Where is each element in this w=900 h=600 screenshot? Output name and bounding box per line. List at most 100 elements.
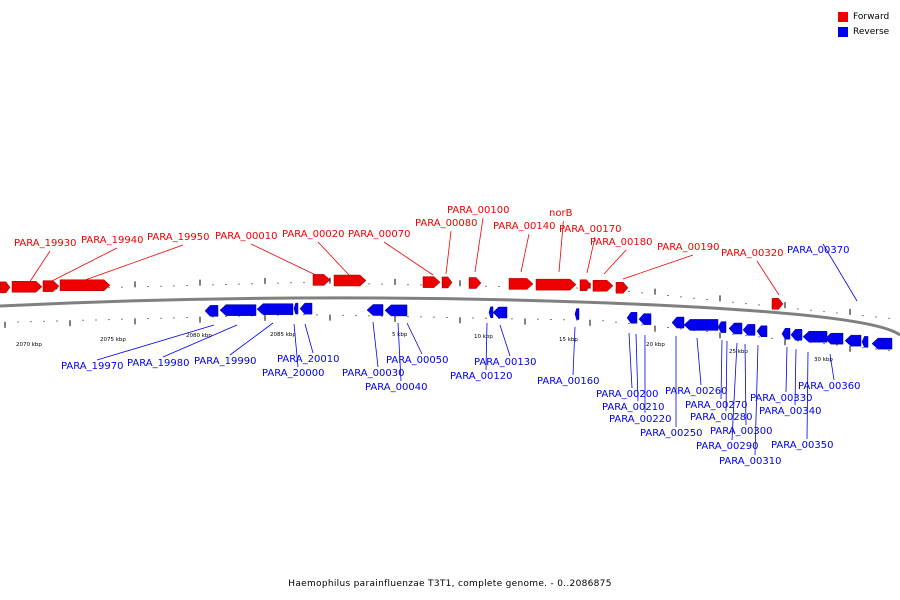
reverse-label-leader (229, 322, 274, 356)
forward-gene-label: norB (549, 208, 573, 219)
reverse-label-leader (794, 348, 797, 406)
reverse-label-leader (304, 323, 314, 354)
reverse-gene-arrow (256, 303, 294, 315)
reverse-gene-label: PARA_00280 (690, 412, 752, 423)
reverse-label-leader (806, 351, 809, 440)
reverse-label-leader (628, 332, 633, 389)
reverse-gene-arrow (492, 306, 508, 319)
reverse-label-leader (731, 342, 738, 441)
reverse-gene-label: PARA_00250 (640, 428, 702, 439)
map-caption: Haemophilus parainfluenzae T3T1, complet… (288, 579, 612, 589)
scale-label: 5 kbp (392, 332, 408, 338)
scale-label: 30 kbp (814, 357, 833, 363)
reverse-label-leader (785, 346, 788, 393)
reverse-gene-arrow (574, 308, 580, 320)
reverse-gene-label: PARA_00050 (386, 355, 448, 366)
scale-labels: 2070 kbp 2075 kbp 2080 kbp 2085 kbp 5 kbp 10 … (16, 332, 833, 363)
forward-gene-arrow (579, 279, 592, 291)
gene-labels: PARA_19930 PARA_19940 PARA_19950 PARA_00010… (14, 205, 860, 467)
reverse-gene-arrow (824, 332, 844, 345)
reverse-gene-arrow (299, 302, 313, 315)
forward-label-leader (383, 241, 434, 276)
legend-forward: Forward (838, 9, 889, 24)
forward-label-leader (445, 230, 452, 275)
reverse-gene-arrow (781, 327, 791, 340)
reverse-label-leader (293, 323, 299, 368)
reverse-gene-label: PARA_00220 (609, 414, 671, 425)
forward-label-leader (622, 254, 694, 280)
reverse-gene-label: PARA_00160 (537, 376, 599, 387)
forward-gene-arrow (0, 281, 11, 294)
reverse-gene-arrow (861, 336, 869, 348)
scale-label: 2085 kbp (270, 332, 296, 338)
tick-marks (4, 277, 890, 352)
genome-backbone (0, 296, 900, 337)
scale-label: 25 kbp (729, 349, 748, 355)
forward-gene-arrow (312, 274, 331, 286)
forward-gene-arrow (59, 279, 111, 291)
reverse-label-leader (744, 343, 747, 426)
reverse-label-leader (725, 340, 728, 412)
reverse-label-leader (162, 324, 238, 358)
reverse-gene-label: PARA_00370 (787, 245, 849, 256)
forward-label-leader (49, 247, 118, 283)
scale-label: 2075 kbp (100, 337, 126, 343)
forward-label-leader (26, 250, 51, 287)
reverse-gene-arrow (756, 325, 768, 337)
reverse-gene-arrow (683, 319, 719, 331)
reverse-label-leader (397, 322, 402, 382)
reverse-gene-label: PARA_00360 (798, 381, 860, 392)
reverse-gene-label: PARA_00040 (365, 382, 427, 393)
forward-label-leader (603, 249, 627, 275)
forward-label-leader (317, 241, 351, 277)
reverse-gene-arrow (204, 305, 219, 317)
reverse-gene-label: PARA_00340 (759, 406, 821, 417)
reverse-gene-label: PARA_00310 (719, 456, 781, 467)
forward-gene-arrow (592, 280, 614, 292)
forward-label-leader (520, 233, 530, 273)
forward-gene-label: PARA_19930 (14, 238, 76, 249)
scale-label: 2070 kbp (16, 342, 42, 348)
reverse-gene-arrow (790, 329, 803, 341)
scale-label: 15 kbp (559, 337, 578, 343)
reverse-gene-arrow (293, 302, 299, 315)
forward-gene-arrow (468, 277, 482, 289)
reverse-label-leader (372, 321, 379, 368)
reverse-label-leader (499, 324, 511, 357)
reverse-gene-label: PARA_19970 (61, 361, 123, 372)
forward-label-leader (474, 217, 484, 273)
reverse-gene-label: PARA_00260 (665, 386, 727, 397)
reverse-gene-label: PARA_19980 (127, 358, 189, 369)
reverse-gene-label: PARA_00350 (771, 440, 833, 451)
forward-label-leader (756, 260, 780, 296)
reverse-gene-label: PARA_00120 (450, 371, 512, 382)
reverse-gene-arrow (742, 324, 756, 336)
reverse-label-leader (572, 326, 576, 376)
forward-gene-arrow (441, 276, 453, 289)
reverse-gene-arrow (844, 334, 862, 347)
reverse-gene-label: PARA_00210 (602, 402, 664, 413)
forward-label-leader (250, 243, 323, 279)
reverse-gene-label: PARA_00030 (342, 368, 404, 379)
reverse-gene-arrow (488, 306, 494, 319)
reverse-label-leader (754, 344, 759, 456)
forward-gene-arrow (535, 278, 577, 291)
reverse-gene-label: PARA_00300 (710, 426, 772, 437)
forward-gene-arrow (11, 281, 43, 293)
forward-gene-label: PARA_00070 (348, 229, 410, 240)
reverse-label-leader (720, 339, 723, 400)
legend-reverse-label: Reverse (853, 26, 890, 37)
reverse-gene-arrow (717, 321, 727, 333)
forward-gene-label: PARA_00100 (447, 205, 509, 216)
reverse-label-leader (635, 333, 639, 402)
forward-gene-arrow (422, 276, 441, 288)
reverse-gene-arrow (638, 313, 652, 325)
reverse-gene-arrow (728, 322, 743, 335)
reverse-gene-label: PARA_00290 (696, 441, 758, 452)
reverse-label-leader (696, 337, 702, 386)
reverse-label-leader (822, 243, 858, 302)
label-leaders (26, 217, 858, 456)
forward-gene-label: PARA_00010 (215, 231, 277, 242)
forward-label-leader (558, 220, 564, 273)
